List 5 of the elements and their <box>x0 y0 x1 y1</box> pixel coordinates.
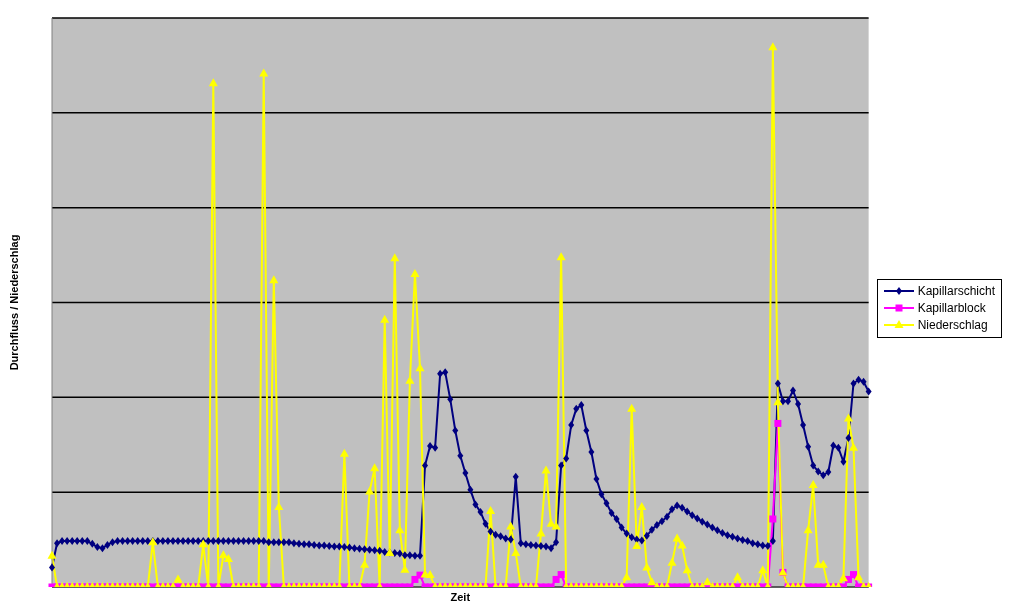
legend-label: Kapillarblock <box>917 299 986 317</box>
y-axis-title: Durchfluss / Niederschlag <box>7 234 20 371</box>
x-axis-title: Zeit <box>450 591 471 603</box>
legend-label: Niederschlag <box>917 316 988 334</box>
legend-label: Kapillarschicht <box>917 282 995 300</box>
